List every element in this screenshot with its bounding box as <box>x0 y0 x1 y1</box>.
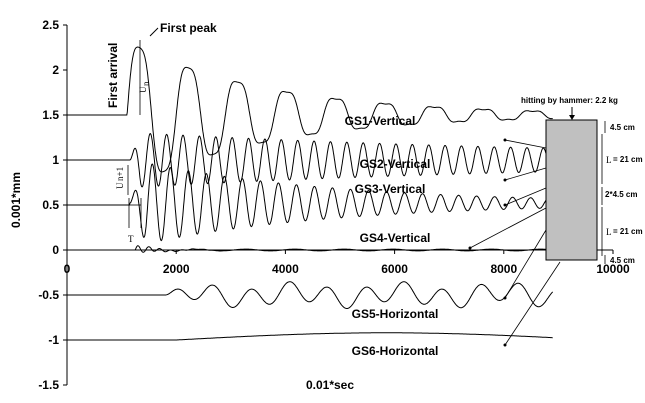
series-label: GS5-Horizontal <box>352 307 439 321</box>
x-tick-label: 2000 <box>163 262 190 276</box>
series-label-group: GS1-Vertical GS2-Vertical GS3-Vertical GS4-… <box>345 114 439 358</box>
dim-top: 4.5 cm <box>604 121 635 133</box>
svg-text:L: L <box>606 227 612 237</box>
y-tick-label: 0 <box>52 243 59 257</box>
sensor-pointer-head <box>503 203 507 207</box>
first-peak-pointer <box>149 27 159 37</box>
svg-text:2*4.5 cm: 2*4.5 cm <box>605 190 637 199</box>
sensor-pointer-group <box>468 138 561 347</box>
sensor-pointer-head <box>503 343 507 347</box>
first-peak-label: First peak <box>160 21 217 35</box>
y-tick-label: 0.5 <box>42 198 59 212</box>
series-label: GS2-Vertical <box>360 157 431 171</box>
series-line-gs1-vertical <box>67 46 553 173</box>
sensor-pointer-head <box>503 178 507 182</box>
svg-text:= 21 cm: = 21 cm <box>613 227 643 236</box>
x-tick-label: 6000 <box>381 262 408 276</box>
series-line-gs4-vertical <box>67 245 553 253</box>
svg-text:U: U <box>115 182 125 189</box>
series-line-gs5-horizontal <box>67 281 554 309</box>
svg-text:n+1: n+1 <box>115 167 125 181</box>
y-tick-label: 2.5 <box>42 18 59 32</box>
sensor-pointer <box>504 261 561 346</box>
x-tick-label: 8000 <box>490 262 517 276</box>
dim-l1: L = 21 cm <box>601 134 643 184</box>
hammer-label: hitting by hammer: 2.2 kg <box>521 96 618 105</box>
sensor-pointer-head <box>503 296 507 300</box>
svg-text:= 21 cm: = 21 cm <box>613 155 643 164</box>
un1-label: U n+1 <box>115 167 125 189</box>
series-label: GS3-Vertical <box>355 182 426 196</box>
first-arrival-label: First arrival <box>106 43 120 108</box>
y-tick-label: 1.5 <box>42 108 59 122</box>
period-label: T <box>128 234 134 244</box>
dim-bottom: 4.5 cm <box>604 255 635 265</box>
x-tick-label: 4000 <box>272 262 299 276</box>
series-group <box>67 46 554 341</box>
series-line-gs2-vertical <box>67 133 554 188</box>
series-line-gs3-vertical <box>67 163 554 242</box>
sensor-pointer <box>504 167 547 181</box>
svg-text:U: U <box>138 86 148 93</box>
sensor-pointer-head <box>468 246 472 250</box>
dim-mid: 2*4.5 cm <box>601 187 637 205</box>
series-label: GS4-Vertical <box>360 231 431 245</box>
series-line-gs6-horizontal <box>67 332 553 341</box>
svg-text:4.5 cm: 4.5 cm <box>610 256 635 265</box>
series-label: GS1-Vertical <box>345 114 416 128</box>
hammer-arrowhead <box>569 115 575 120</box>
y-tick-label: 1 <box>52 153 59 167</box>
svg-text:L: L <box>606 155 612 165</box>
sensor-pointer <box>469 207 547 249</box>
y-tick-label: -1.5 <box>38 378 59 392</box>
x-axis-label: 0.01*sec <box>306 378 354 392</box>
svg-text:4.5 cm: 4.5 cm <box>610 123 635 132</box>
x-tick-group: 0 2000 4000 6000 8000 10000 <box>64 250 630 276</box>
svg-text:n: n <box>141 81 151 86</box>
series-label: GS6-Horizontal <box>352 344 439 358</box>
un-label: U n <box>138 81 151 93</box>
y-axis-label: 0.001*mm <box>9 172 23 228</box>
y-tick-group: 2.5 2 1.5 1 0.5 0 -0.5 -1 -1.5 <box>38 18 67 392</box>
concrete-block <box>545 119 598 261</box>
sensor-pointer <box>504 229 547 299</box>
y-tick-label: -1 <box>48 333 59 347</box>
y-tick-label: 2 <box>52 63 59 77</box>
sensor-pointer <box>504 139 547 149</box>
x-tick-label: 0 <box>64 262 71 276</box>
dim-l2: L = 21 cm <box>601 207 643 256</box>
y-tick-label: -0.5 <box>38 288 59 302</box>
x-tick-label: 10000 <box>596 262 630 276</box>
sensor-pointer <box>504 187 547 206</box>
sensor-pointer-head <box>503 138 507 142</box>
